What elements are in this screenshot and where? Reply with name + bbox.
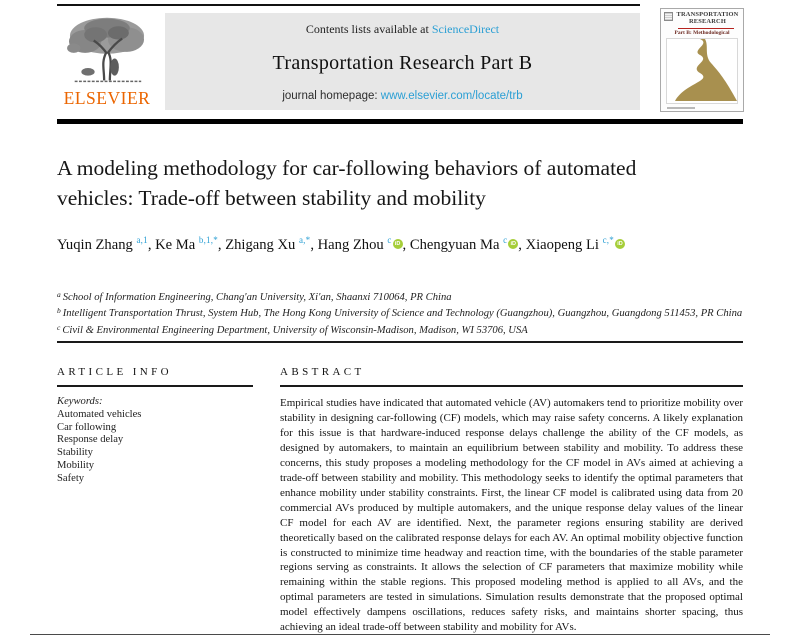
author-separator: , xyxy=(310,237,318,253)
cover-red-rule xyxy=(678,27,734,29)
homepage-line: journal homepage: www.elsevier.com/locat… xyxy=(282,90,522,102)
author-separator: , xyxy=(217,237,226,253)
author-name: Chengyuan Ma xyxy=(409,237,504,253)
keyword-list: Automated vehicles Car following Response … xyxy=(57,409,253,486)
author: Chengyuan Ma c iD, xyxy=(409,235,526,253)
keyword-item: Safety xyxy=(57,472,85,484)
affiliation-list: a School of Information Engineering, Chan… xyxy=(57,288,747,337)
keyword-item: Stability xyxy=(57,447,93,459)
homepage-link[interactable]: www.elsevier.com/locate/trb xyxy=(380,90,523,102)
header-divider-rule xyxy=(57,119,743,124)
elsevier-wordmark: ELSEVIER xyxy=(63,88,151,108)
journal-header-band: Contents lists available at ScienceDirec… xyxy=(165,13,640,110)
author: Yuqin Zhang a,1, xyxy=(57,235,156,253)
author-name: Hang Zhou xyxy=(317,237,388,253)
abstract-column: ABSTRACT Empirical studies have indicate… xyxy=(280,366,743,635)
abstract-rule xyxy=(280,385,743,387)
author: Xiaopeng Li c,* iD xyxy=(525,235,625,253)
cover-title: TRANSPORTATION RESEARCH xyxy=(675,11,740,26)
cover-title-line1: TRANSPORTATION xyxy=(676,11,739,18)
article-info-header: ARTICLE INFO xyxy=(57,366,172,378)
article-info-rule xyxy=(57,385,253,387)
affiliation-line: b Intelligent Transportation Thrust, Syst… xyxy=(57,304,747,320)
author-list: Yuqin Zhang a,1, Ke Ma b,1,*, Zhigang Xu… xyxy=(57,229,709,257)
orcid-icon[interactable]: iD xyxy=(508,239,519,249)
sciencedirect-link[interactable]: ScienceDirect xyxy=(431,22,500,36)
author-affiliation-sup: c xyxy=(503,235,508,245)
cover-road-art xyxy=(666,37,738,104)
affiliation-sup: c xyxy=(57,322,61,332)
author-separator: , xyxy=(518,237,526,253)
keyword-item: Car following xyxy=(57,421,117,433)
author-name: Xiaopeng Li xyxy=(525,237,603,253)
keyword-item: Response delay xyxy=(57,434,124,446)
article-title: A modeling methodology for car-following… xyxy=(57,156,637,210)
cover-header: TRANSPORTATION RESEARCH xyxy=(664,11,740,26)
affiliation-line: c Civil & Environmental Engineering Depar… xyxy=(57,321,747,337)
abstract-header: ABSTRACT xyxy=(280,366,365,378)
abstract-text: Empirical studies have indicated that au… xyxy=(280,397,743,634)
elsevier-logo: ELSEVIER xyxy=(57,12,157,112)
author: Hang Zhou c iD, xyxy=(317,235,410,253)
orcid-icon[interactable]: iD xyxy=(392,239,403,249)
author-affiliation-sup: b,1,* xyxy=(198,235,218,245)
cover-footer-text xyxy=(667,106,695,109)
author: Ke Ma b,1,*, xyxy=(155,235,226,253)
affiliation-sup: b xyxy=(57,306,61,316)
elsevier-tree-icon xyxy=(57,12,157,88)
affiliation-text: School of Information Engineering, Chang… xyxy=(62,292,452,303)
cover-subtitle: Part B: Methodological xyxy=(674,29,730,36)
author-separator: , xyxy=(402,237,410,253)
affiliation-sup: a xyxy=(57,290,61,299)
author-affiliation-sup: c xyxy=(387,235,392,245)
author-name: Ke Ma xyxy=(155,237,199,253)
author-separator: , xyxy=(147,237,156,253)
keywords-block: Keywords: Automated vehicles Car followin… xyxy=(57,396,253,486)
author-affiliation-sup: a,1 xyxy=(136,235,148,245)
author: Zhigang Xu a,*, xyxy=(225,235,318,253)
orcid-icon[interactable]: iD xyxy=(614,239,625,249)
keywords-label: Keywords: xyxy=(57,396,103,407)
affiliation-text: Intelligent Transportation Thrust, Syste… xyxy=(62,308,743,320)
author-name: Zhigang Xu xyxy=(225,237,299,253)
keyword-item: Automated vehicles xyxy=(57,408,142,420)
keyword-item: Mobility xyxy=(57,459,95,471)
journal-name: Transportation Research Part B xyxy=(272,52,533,74)
journal-cover-thumbnail: TRANSPORTATION RESEARCH Part B: Methodol… xyxy=(660,8,744,112)
affiliation-text: Civil & Environmental Engineering Depart… xyxy=(62,324,528,336)
page-bottom-rule xyxy=(30,634,770,635)
affiliation-line: a School of Information Engineering, Chan… xyxy=(57,288,747,304)
winding-road-icon xyxy=(667,38,737,103)
cover-stamp-icon xyxy=(664,12,673,21)
affiliations-divider-rule xyxy=(57,341,743,343)
contents-prefix: Contents lists available at xyxy=(305,22,432,36)
contents-line: Contents lists available at ScienceDirec… xyxy=(306,22,499,37)
cover-title-line2: RESEARCH xyxy=(688,17,727,25)
author-affiliation-sup: c,* xyxy=(602,235,614,245)
homepage-prefix: journal homepage: xyxy=(282,90,381,102)
author-name: Yuqin Zhang xyxy=(57,237,137,253)
header-top-rule xyxy=(57,4,640,6)
article-info-column: ARTICLE INFO Keywords: Automated vehicle… xyxy=(57,366,253,486)
author-affiliation-sup: a,* xyxy=(298,235,311,245)
